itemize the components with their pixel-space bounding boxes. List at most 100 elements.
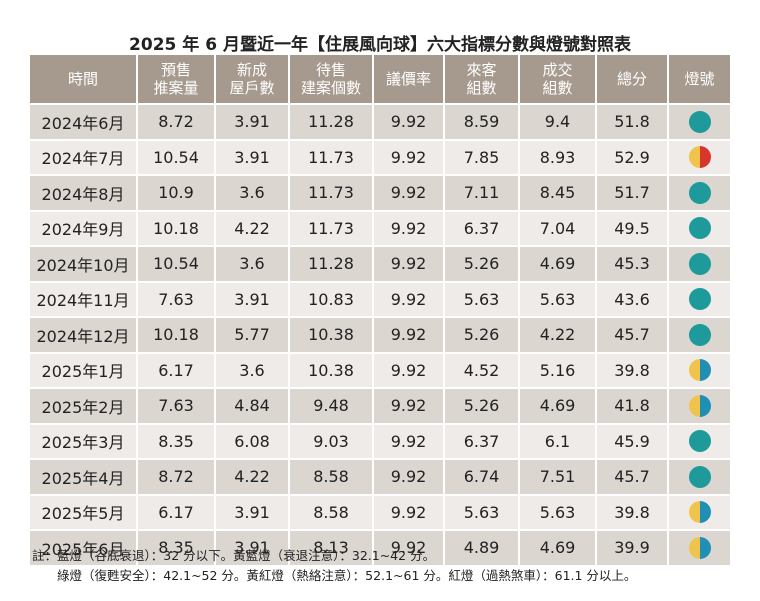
table-cell: 2024年12月 bbox=[30, 316, 137, 353]
table-cell: 3.91 bbox=[214, 103, 289, 140]
header-line: 時間 bbox=[67, 70, 98, 88]
light-cell bbox=[667, 529, 730, 565]
table-cell: 3.91 bbox=[214, 138, 289, 175]
table-cell: 9.92 bbox=[372, 458, 444, 495]
light-part bbox=[688, 430, 711, 453]
table-cell: 8.35 bbox=[136, 422, 215, 459]
header-line: 成交 bbox=[542, 61, 573, 79]
table-cell: 6.37 bbox=[443, 209, 519, 246]
header-line: 總分 bbox=[616, 70, 647, 88]
header-line: 燈號 bbox=[684, 70, 715, 88]
table-cell: 2024年6月 bbox=[30, 103, 137, 140]
light-cell bbox=[667, 280, 730, 317]
table-cell: 2024年7月 bbox=[30, 138, 137, 175]
table-cell: 5.63 bbox=[443, 493, 519, 530]
table-cell: 3.91 bbox=[214, 493, 289, 530]
table-cell: 45.9 bbox=[595, 422, 668, 459]
header-line: 建案個數 bbox=[300, 79, 361, 97]
table-cell: 3.91 bbox=[214, 529, 289, 565]
header-line: 待售 bbox=[315, 61, 346, 79]
table-cell: 51.7 bbox=[595, 174, 668, 211]
table-cell: 5.77 bbox=[214, 316, 289, 353]
table-cell: 41.8 bbox=[595, 387, 668, 424]
table-cell: 45.7 bbox=[595, 316, 668, 353]
light-part bbox=[688, 536, 700, 559]
light-part bbox=[688, 323, 711, 346]
light-cell bbox=[667, 316, 730, 353]
table-cell: 49.5 bbox=[595, 209, 668, 246]
table-cell: 4.69 bbox=[518, 245, 596, 282]
table-cell: 9.92 bbox=[372, 387, 444, 424]
table-cell: 6.74 bbox=[443, 458, 519, 495]
table-cell: 10.38 bbox=[288, 316, 373, 353]
light-cell bbox=[667, 387, 730, 424]
table-cell: 9.92 bbox=[372, 245, 444, 282]
table-row: 2024年11月 7.63 3.91 10.83 9.92 5.63 5.63 43.6 bbox=[30, 280, 730, 317]
table-cell: 5.63 bbox=[518, 493, 596, 530]
table-cell: 6.37 bbox=[443, 422, 519, 459]
header-line: 新成 bbox=[236, 61, 267, 79]
header-line: 來客 bbox=[466, 61, 497, 79]
signal-light bbox=[688, 288, 711, 311]
table-cell: 2025年6月 bbox=[30, 529, 137, 565]
table-cell: 2024年8月 bbox=[30, 174, 137, 211]
table-cell: 10.54 bbox=[136, 245, 215, 282]
table-cell: 11.73 bbox=[288, 209, 373, 246]
table-cell: 7.04 bbox=[518, 209, 596, 246]
table-cell: 6.1 bbox=[518, 422, 596, 459]
table-cell: 5.16 bbox=[518, 351, 596, 388]
header-line: 組數 bbox=[466, 79, 497, 97]
light-part bbox=[688, 501, 700, 524]
table-cell: 8.35 bbox=[136, 529, 215, 565]
table-cell: 9.92 bbox=[372, 174, 444, 211]
table-cell: 10.9 bbox=[136, 174, 215, 211]
signal-light bbox=[688, 252, 711, 275]
table-cell: 10.54 bbox=[136, 138, 215, 175]
table-cell: 52.9 bbox=[595, 138, 668, 175]
table-cell: 7.63 bbox=[136, 280, 215, 317]
signal-light bbox=[688, 181, 711, 204]
table-body: 2024年6月 8.72 3.91 11.28 9.92 8.59 9.4 51.8 2024年… bbox=[30, 103, 730, 565]
table-cell: 9.92 bbox=[372, 422, 444, 459]
table-cell: 8.72 bbox=[136, 103, 215, 140]
table-cell: 8.59 bbox=[443, 103, 519, 140]
table-row: 2024年6月 8.72 3.91 11.28 9.92 8.59 9.4 51.8 bbox=[30, 103, 730, 140]
table-row: 2024年10月 10.54 3.6 11.28 9.92 5.26 4.69 45.3 bbox=[30, 245, 730, 282]
light-part bbox=[688, 181, 711, 204]
table-cell: 8.13 bbox=[288, 529, 373, 565]
table-cell: 10.38 bbox=[288, 351, 373, 388]
table-cell: 5.26 bbox=[443, 387, 519, 424]
signal-light bbox=[688, 217, 711, 240]
light-part bbox=[688, 110, 711, 133]
table-cell: 45.3 bbox=[595, 245, 668, 282]
table-cell: 5.63 bbox=[443, 280, 519, 317]
header-cell: 預售 推案量 bbox=[136, 55, 215, 104]
table-cell: 2024年10月 bbox=[30, 245, 137, 282]
header-cell: 來客 組數 bbox=[443, 55, 519, 104]
signal-light bbox=[688, 536, 711, 559]
table-cell: 2024年9月 bbox=[30, 209, 137, 246]
header-line: 議價率 bbox=[385, 70, 431, 88]
table-row: 2025年4月 8.72 4.22 8.58 9.92 6.74 7.51 45.7 bbox=[30, 458, 730, 495]
signal-light bbox=[688, 501, 711, 524]
table-cell: 9.92 bbox=[372, 280, 444, 317]
table-cell: 9.4 bbox=[518, 103, 596, 140]
light-cell bbox=[667, 174, 730, 211]
header-cell: 燈號 bbox=[667, 55, 730, 104]
table-row: 2024年8月 10.9 3.6 11.73 9.92 7.11 8.45 51.7 bbox=[30, 174, 730, 211]
signal-light bbox=[688, 430, 711, 453]
header-cell: 時間 bbox=[30, 55, 137, 104]
table-cell: 2025年1月 bbox=[30, 351, 137, 388]
table-cell: 9.92 bbox=[372, 316, 444, 353]
table-cell: 8.45 bbox=[518, 174, 596, 211]
table-cell: 4.22 bbox=[214, 209, 289, 246]
table-cell: 5.26 bbox=[443, 316, 519, 353]
table-cell: 3.91 bbox=[214, 280, 289, 317]
table-cell: 11.73 bbox=[288, 174, 373, 211]
table-cell: 6.08 bbox=[214, 422, 289, 459]
table-cell: 8.72 bbox=[136, 458, 215, 495]
table-cell: 39.8 bbox=[595, 351, 668, 388]
light-cell bbox=[667, 351, 730, 388]
header-cell: 總分 bbox=[595, 55, 668, 104]
header-cell: 待售 建案個數 bbox=[288, 55, 373, 104]
